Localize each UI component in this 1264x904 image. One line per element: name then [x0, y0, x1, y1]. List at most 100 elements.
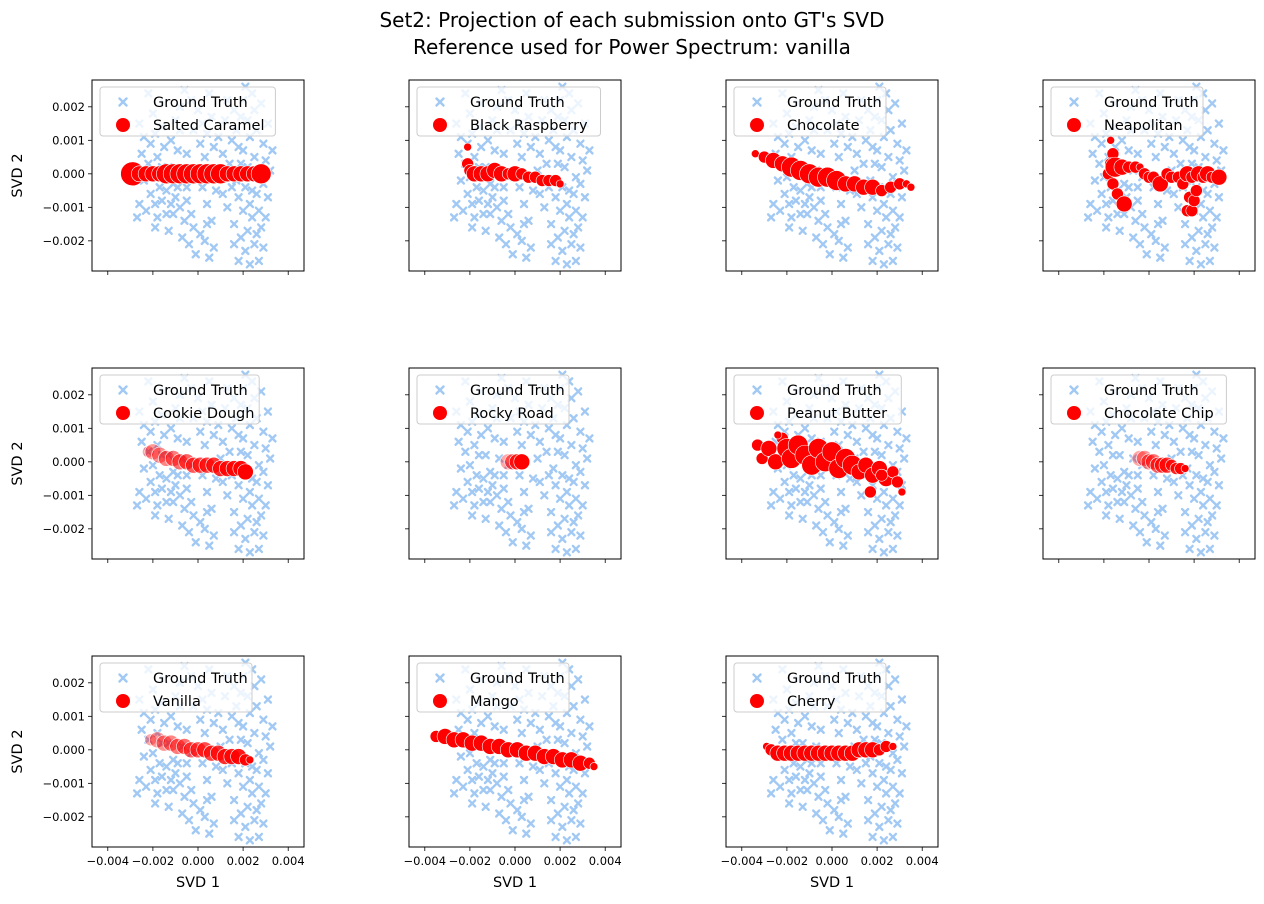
- submission-marker: [875, 468, 888, 482]
- ground-truth-marker: [254, 206, 264, 215]
- ground-truth-marker: [870, 159, 880, 168]
- ground-truth-marker: [144, 447, 153, 456]
- ground-truth-marker: [1205, 494, 1215, 503]
- ground-truth-marker: [528, 474, 538, 483]
- ground-truth-marker: [254, 460, 264, 470]
- ground-truth-marker: [555, 434, 565, 443]
- ground-truth-marker: [1187, 159, 1197, 168]
- ground-truth-marker: [897, 695, 907, 704]
- ground-truth-marker: [479, 497, 488, 507]
- ground-truth-marker: [256, 511, 266, 520]
- ground-truth-marker: [893, 139, 902, 148]
- ground-truth-marker: [164, 226, 173, 235]
- legend: Ground Truth Black Raspberry: [416, 86, 601, 137]
- ground-truth-marker: [1187, 447, 1197, 456]
- ground-truth-marker: [223, 491, 232, 500]
- ground-truth-marker: [202, 219, 212, 229]
- ground-truth-marker: [798, 802, 807, 811]
- ground-truth-marker: [218, 725, 228, 734]
- legend-submission-marker: [750, 694, 764, 708]
- ground-truth-marker: [182, 183, 191, 192]
- ground-truth-marker: [861, 712, 871, 721]
- legend-ground-truth-label: Ground Truth: [470, 671, 565, 687]
- ground-truth-marker: [1203, 517, 1212, 527]
- ground-truth-marker: [180, 504, 189, 513]
- ground-truth-marker: [1187, 233, 1197, 242]
- ground-truth-marker: [497, 792, 506, 801]
- ground-truth-marker: [836, 507, 846, 517]
- ground-truth-marker: [1115, 226, 1124, 235]
- ground-truth-marker: [549, 464, 558, 473]
- ground-truth-marker: [474, 484, 484, 493]
- ground-truth-marker: [234, 193, 243, 202]
- ground-truth-marker: [159, 718, 169, 728]
- ground-truth-marker: [454, 725, 463, 734]
- ground-truth-marker: [791, 484, 801, 493]
- ground-truth-marker: [886, 517, 895, 527]
- ground-truth-marker: [535, 437, 545, 446]
- ground-truth-marker: [877, 226, 886, 235]
- ground-truth-marker: [499, 772, 508, 781]
- legend-ground-truth-marker: [1069, 385, 1079, 395]
- ground-truth-marker: [467, 223, 477, 232]
- subplot-2: Ground Truth Black Raspberry: [405, 79, 622, 275]
- ground-truth-marker: [1180, 527, 1190, 537]
- ground-truth-marker: [1180, 239, 1190, 249]
- ground-truth-marker: [196, 139, 205, 148]
- legend-submission-label: Chocolate Chip: [1104, 406, 1214, 422]
- ground-truth-marker: [553, 735, 563, 744]
- submission-marker: [1180, 464, 1190, 473]
- ground-truth-marker: [560, 802, 569, 811]
- legend-ground-truth-label: Ground Truth: [153, 383, 248, 399]
- ground-truth-marker: [474, 450, 484, 460]
- ground-truth-marker: [863, 795, 873, 805]
- ground-truth-marker: [137, 437, 146, 446]
- ground-truth-marker: [888, 206, 898, 215]
- ground-truth-marker: [218, 437, 228, 446]
- ground-truth-marker: [241, 246, 250, 256]
- ground-truth-marker: [182, 759, 191, 768]
- ground-truth-marker: [250, 152, 259, 162]
- submission-points: [751, 149, 916, 197]
- ground-truth-marker: [798, 514, 807, 523]
- ground-truth-marker: [513, 139, 522, 148]
- ground-truth-marker: [178, 233, 187, 242]
- ground-truth-marker: [802, 785, 812, 795]
- ground-truth-marker: [1212, 501, 1221, 510]
- ground-truth-marker: [816, 725, 825, 734]
- ground-truth-marker: [497, 216, 506, 225]
- ground-truth-marker: [1117, 136, 1127, 145]
- ground-truth-marker: [773, 176, 783, 185]
- ground-truth-marker: [454, 149, 463, 158]
- ground-truth-marker: [236, 735, 246, 744]
- ground-truth-marker: [814, 216, 823, 225]
- ground-truth-marker: [227, 712, 237, 721]
- ground-truth-marker: [263, 769, 273, 778]
- x-tick-label: 0.002: [861, 854, 894, 868]
- ground-truth-marker: [166, 424, 176, 433]
- ground-truth-marker: [789, 471, 798, 480]
- x-tick-label: 0.000: [499, 854, 532, 868]
- ground-truth-marker: [470, 789, 479, 798]
- ground-truth-marker: [888, 782, 898, 791]
- ground-truth-marker: [178, 809, 187, 818]
- x-tick-label: −0.002: [132, 854, 175, 868]
- ground-truth-marker: [513, 517, 522, 527]
- ground-truth-marker: [522, 541, 531, 550]
- ground-truth-marker: [490, 471, 499, 480]
- legend-ground-truth-marker: [752, 385, 762, 395]
- ground-truth-marker: [1108, 484, 1118, 493]
- ground-truth-marker: [1153, 199, 1163, 209]
- ground-truth-marker: [236, 233, 246, 242]
- submission-marker: [906, 182, 916, 192]
- legend-box: [99, 86, 276, 137]
- subplot-11: −0.004 −0.002 0.000 0.002 0.004 SVD 1 Ground T…: [721, 655, 939, 891]
- ground-truth-marker: [585, 434, 594, 443]
- ground-truth-marker: [571, 460, 581, 470]
- ground-truth-marker: [1212, 444, 1221, 453]
- ground-truth-marker: [187, 785, 196, 795]
- legend: Ground Truth Cherry: [733, 662, 887, 713]
- ground-truth-marker: [564, 789, 574, 798]
- ground-truth-marker: [504, 785, 513, 795]
- y-axis-label: SVD 2: [10, 153, 26, 197]
